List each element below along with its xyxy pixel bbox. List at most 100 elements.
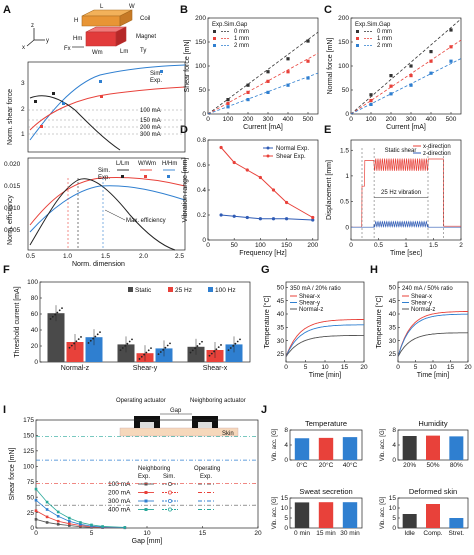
data-point xyxy=(266,70,270,74)
data-point xyxy=(79,522,82,526)
panel-label-i: I xyxy=(3,404,6,416)
category-label: 0 min xyxy=(294,530,310,537)
sample-point xyxy=(210,352,213,355)
y-tick-label: 30 xyxy=(277,338,285,345)
x-tick-label: 20 xyxy=(360,364,368,371)
data-point xyxy=(409,64,413,68)
sample-point xyxy=(147,349,150,352)
data-point xyxy=(409,83,413,87)
data-point xyxy=(219,145,223,150)
y-tick-label: 25 xyxy=(277,351,285,358)
data-point xyxy=(56,519,60,523)
legend-label: 25 Hz xyxy=(175,287,192,294)
legend-head-neighboring: Neighboring xyxy=(138,466,170,472)
y-tick-label: 35 xyxy=(277,325,285,332)
category-label: 15 min xyxy=(316,530,336,537)
x-tick-label: 100 xyxy=(223,116,234,123)
legend-label: 0 mm xyxy=(234,29,249,35)
x-tick-label: 0 xyxy=(349,116,353,123)
legend-exp-marker xyxy=(144,499,148,503)
data-point xyxy=(369,93,373,97)
sample-point xyxy=(80,336,82,338)
sample-point xyxy=(68,346,71,349)
y-tick-label: 150 xyxy=(338,39,349,46)
sample-point xyxy=(56,311,59,314)
y-tick-label: 200 xyxy=(338,15,349,22)
legend-label: 2 mm xyxy=(234,43,249,49)
sample-point xyxy=(213,350,216,353)
y-tick-label: 175 xyxy=(23,417,34,424)
chart-title: 350 mA / 20% ratio xyxy=(290,286,341,292)
sample-point xyxy=(73,342,75,345)
y-axis-label: Vib. acc. [G] xyxy=(272,428,278,461)
category-label: Shear-y xyxy=(133,365,158,372)
x-tick-label: 2 xyxy=(459,242,463,249)
neighboring-actuator-label: Neighboring actuator xyxy=(190,398,246,404)
data-point xyxy=(123,526,127,529)
legend-marker xyxy=(213,30,216,33)
actuator-illustration: z y x L W H Hm Wm Lm Fx Ty Coil Magnet xyxy=(22,4,156,56)
chart-h: 25 30 35 40 45 50 0 5 10 15 20 Time [min] Temperatur… xyxy=(375,281,472,379)
data-point xyxy=(79,521,82,524)
y-tick-label: 0 xyxy=(392,525,396,532)
panel-a-bottom-ytick-1: 0.005 xyxy=(4,227,21,234)
sample-point xyxy=(49,318,52,320)
x-tick-label: 0 xyxy=(34,530,38,537)
data-point xyxy=(34,509,38,513)
sample-point xyxy=(164,346,167,349)
sample-point xyxy=(51,315,54,318)
y-tick-label: 0.4 xyxy=(197,187,206,194)
chart-d: 0 0.2 0.4 0.6 0.8 0 50 100 150 200 Frequency [Hz] V… xyxy=(182,137,319,257)
data-point xyxy=(389,84,393,88)
sample-point xyxy=(239,338,241,341)
sample-point xyxy=(131,338,133,341)
legend-exp-marker xyxy=(144,491,148,494)
sim-line-0mm xyxy=(207,31,319,115)
chart-j1: Temperature Vib. acc. [G] 0 4 8 0°C 20°C 40°C xyxy=(272,419,363,469)
data-point xyxy=(286,83,290,87)
magnet-label: Magnet xyxy=(136,34,156,40)
bar xyxy=(342,437,358,460)
sample-point xyxy=(126,342,129,345)
data-point xyxy=(409,74,413,78)
sim-line-0mm xyxy=(350,18,462,115)
data-point xyxy=(232,214,236,218)
legend-header-h: H/Hm xyxy=(162,161,177,167)
data-point xyxy=(246,90,250,94)
sample-point xyxy=(92,337,94,340)
legend-label: Shear-x xyxy=(299,294,320,300)
sample-point xyxy=(169,342,171,345)
y-tick-label: 0 xyxy=(202,237,206,244)
legend-marker xyxy=(266,146,270,150)
x-tick-label: 0 xyxy=(206,116,210,123)
chart-b: 0 50 100 150 200 0 100 200 300 400 500 Current [mA]… xyxy=(184,15,319,131)
axis-y-label: y xyxy=(46,38,49,44)
x-tick-label: 500 xyxy=(446,116,457,123)
data-point xyxy=(226,98,230,102)
legend-label: 100 Hz xyxy=(215,287,236,294)
bar xyxy=(426,504,440,528)
data-point xyxy=(219,213,223,217)
curve-label-100ma: 100 mA xyxy=(140,108,161,114)
sample-point xyxy=(75,340,78,343)
y-tick-label: 0 xyxy=(284,457,288,464)
sample-point xyxy=(96,333,99,336)
sample-point xyxy=(140,355,143,358)
legend-label: 100 mA xyxy=(108,481,131,488)
panel-a-bottom-legend-exp: Exp. xyxy=(98,175,110,181)
panel-label-h: H xyxy=(370,264,378,276)
category-label: Stret. xyxy=(449,530,465,537)
legend-marker xyxy=(213,44,216,47)
x-axis-label: Current [mA] xyxy=(243,124,283,131)
x-tick-label: 0.5 xyxy=(374,242,383,249)
x-tick-label: 15 xyxy=(341,364,349,371)
y-tick-label: 0 xyxy=(34,359,38,366)
x-tick-label: 400 xyxy=(426,116,437,123)
data-point xyxy=(449,45,453,49)
static-shear-annotation: Static shear xyxy=(385,148,417,154)
panel-label-d: D xyxy=(180,124,188,136)
bar xyxy=(225,344,243,362)
sim-line-1mm xyxy=(207,52,319,115)
legend-label: Shear-y xyxy=(299,301,320,307)
